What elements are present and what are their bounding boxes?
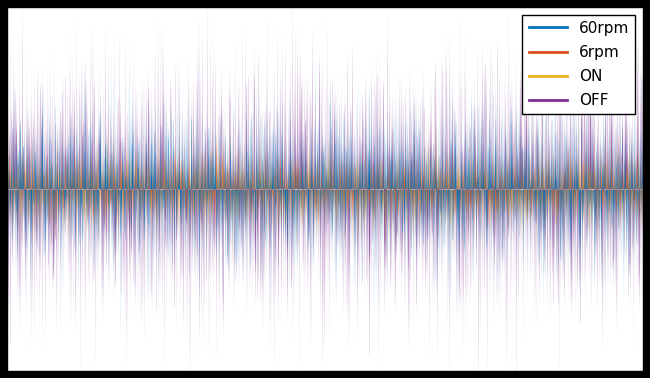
Legend: 60rpm, 6rpm, ON, OFF: 60rpm, 6rpm, ON, OFF bbox=[523, 15, 636, 114]
